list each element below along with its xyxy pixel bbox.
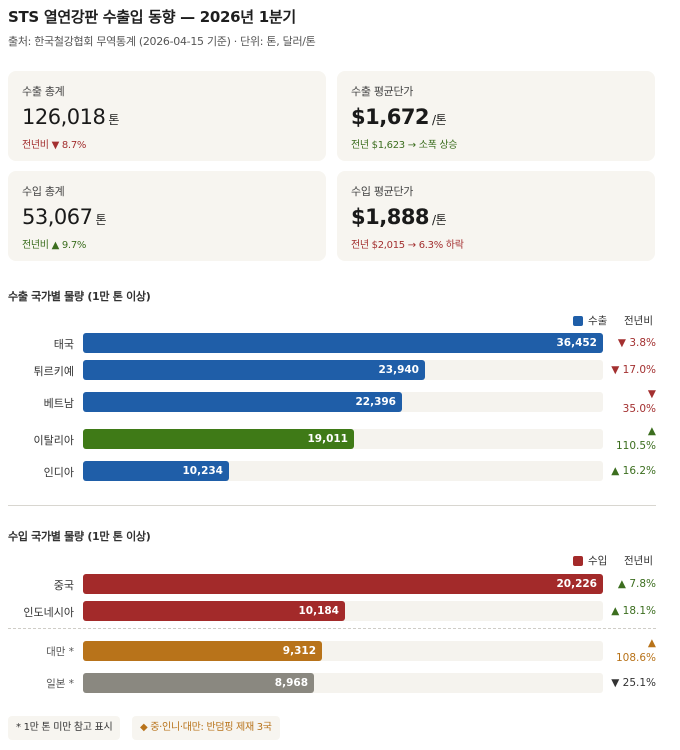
export-bar-value-label: 10,234 [182, 465, 223, 477]
export-bar-value-label: 22,396 [355, 396, 396, 408]
import-category-label: 일본 * [46, 678, 74, 690]
kpi-value: $1,672/톤 [351, 105, 447, 129]
export-bar-value-label: 19,011 [307, 433, 348, 445]
kpi-note: 전년 $1,623 → 소폭 상승 [351, 140, 458, 151]
export-legend-label: 수출 [588, 315, 608, 327]
import-yoy-change: ▲ 108.6% [586, 636, 656, 666]
up-arrow-icon: ▲ [617, 578, 630, 590]
import-bar [83, 601, 345, 621]
export-yoy-change: ▼ 3.8% [586, 336, 656, 351]
export-yoy-change: ▼ 35.0% [586, 387, 656, 417]
export-yoy-value: 35.0% [622, 403, 656, 415]
page-title: STS 열연강판 수출입 동향 — 2026년 1분기 [8, 8, 296, 26]
import-yoy-change: ▼ 25.1% [586, 676, 656, 691]
up-arrow-icon: ▲ [611, 605, 623, 617]
kpi-label: 수입 평균단가 [351, 185, 414, 198]
import-bar-value-label: 9,312 [282, 645, 316, 657]
down-arrow-icon: ▼ [617, 337, 630, 349]
import-bar-value-label: 10,184 [298, 605, 339, 617]
export-category-label: 튀르키예 [33, 365, 74, 378]
import-legend-swatch [573, 555, 583, 566]
export-bar-value-label: 36,452 [556, 337, 597, 349]
import-yoy-value: 7.8% [629, 578, 656, 590]
export-bar-value-label: 23,940 [378, 364, 419, 376]
up-arrow-icon: ▲ [611, 465, 623, 477]
export-yoy-value: 17.0% [622, 364, 656, 376]
import-category-label: 중국 [53, 579, 74, 592]
export-yoy-change: ▲ 16.2% [586, 464, 656, 479]
up-arrow-icon: ▲ [51, 240, 60, 251]
import-legend-label: 수입 [588, 555, 608, 567]
kpi-card-import-total: 수입 총계 53,067 톤 전년비 ▲ 9.7% [8, 171, 326, 261]
down-arrow-icon: ▼ [51, 140, 60, 151]
kpi-value: 53,067 톤 [22, 205, 107, 229]
kpi-value: $1,888/톤 [351, 205, 447, 229]
import-category-label: 인도네시아 [23, 606, 74, 619]
import-yoy-change: ▲ 7.8% [586, 577, 656, 592]
kpi-card-export-price: 수출 평균단가 $1,672/톤 전년 $1,623 → 소폭 상승 [337, 71, 655, 161]
import-bar [83, 641, 322, 661]
export-bar [83, 392, 402, 412]
up-arrow-icon: ▲ [647, 425, 656, 437]
reference-divider [8, 628, 656, 629]
kpi-label: 수출 평균단가 [351, 85, 414, 98]
export-bar [83, 360, 425, 380]
kpi-card-import-price: 수입 평균단가 $1,888/톤 전년 $2,015 → 6.3% 하락 [337, 171, 655, 261]
export-category-label: 태국 [53, 338, 74, 351]
export-yoy-change: ▼ 17.0% [586, 363, 656, 378]
footnote-antidumping: ◆ 중·인니·대만: 반덤핑 제재 3국 [132, 716, 280, 740]
import-yoy-header: 전년비 [624, 555, 653, 567]
footnote-reference: * 1만 톤 미만 참고 표시 [8, 716, 121, 740]
import-category-label: 대만 * [46, 646, 74, 658]
kpi-card-export-total: 수출 총계 126,018 톤 전년비 ▼ 8.7% [8, 71, 326, 161]
export-bar [83, 333, 603, 353]
kpi-note: 전년비 ▼ 8.7% [22, 140, 87, 151]
import-yoy-value: 18.1% [622, 605, 656, 617]
import-yoy-change: ▲ 18.1% [586, 604, 656, 619]
export-category-label: 베트남 [43, 397, 74, 410]
import-legend: 수입 [573, 553, 607, 568]
export-bar [83, 461, 229, 481]
import-yoy-value: 108.6% [615, 652, 656, 664]
up-arrow-icon: ▲ [647, 637, 656, 649]
down-arrow-icon: ▼ [647, 388, 656, 400]
down-arrow-icon: ▼ [611, 677, 623, 689]
export-yoy-header: 전년비 [624, 315, 653, 327]
kpi-note: 전년 $2,015 → 6.3% 하락 [351, 240, 464, 251]
down-arrow-icon: ▼ [611, 364, 623, 376]
import-bar-value-label: 20,226 [556, 578, 597, 590]
export-yoy-change: ▲ 110.5% [586, 424, 656, 454]
page-subtitle: 출처: 한국철강협회 무역통계 (2026-04-15 기준) · 단위: 톤,… [8, 35, 316, 48]
export-yoy-value: 3.8% [629, 337, 656, 349]
import-bar [83, 673, 314, 693]
export-chart-title: 수출 국가별 물량 (1만 톤 이상) [8, 290, 151, 303]
kpi-note: 전년비 ▲ 9.7% [22, 240, 87, 251]
kpi-label: 수출 총계 [22, 85, 65, 98]
export-yoy-value: 110.5% [615, 440, 656, 452]
export-bar [83, 429, 354, 449]
export-legend-swatch [573, 315, 583, 326]
export-yoy-value: 16.2% [622, 465, 656, 477]
import-bar-value-label: 8,968 [274, 677, 308, 689]
export-category-label: 인디아 [43, 466, 74, 479]
section-divider [8, 505, 656, 506]
kpi-label: 수입 총계 [22, 185, 65, 198]
kpi-value: 126,018 톤 [22, 105, 119, 129]
import-chart-title: 수입 국가별 물량 (1만 톤 이상) [8, 530, 151, 543]
export-legend: 수출 [573, 313, 607, 328]
export-category-label: 이탈리아 [33, 434, 74, 447]
import-bar [83, 574, 603, 594]
import-yoy-value: 25.1% [622, 677, 656, 689]
